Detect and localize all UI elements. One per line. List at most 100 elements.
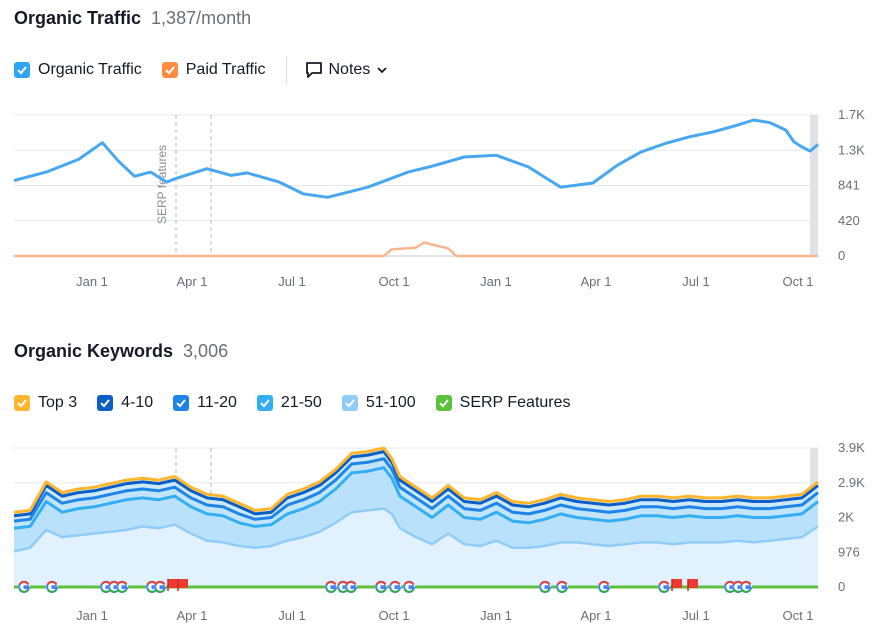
x-tick-label: Jan 1 <box>480 608 512 623</box>
x-tick-label: Jan 1 <box>76 608 108 623</box>
organic-traffic-chart[interactable]: 1.7K 1.3K 841 420 0 Jan 1 Apr 1 Jul 1 Oct 1 Jan 1… <box>0 0 881 300</box>
google-icon-glyph-red <box>740 581 752 586</box>
legend-organic-traffic[interactable]: Organic Traffic <box>14 61 142 79</box>
organic-keywords-section: Organic Keywords 3,006 Top 3 4-10 11-20 21-… <box>0 333 881 631</box>
google-icon[interactable] <box>345 580 358 593</box>
x-tick-label: Jul 1 <box>278 274 305 289</box>
legend-keywords-label: 11-20 <box>197 394 237 411</box>
checkbox-checked-icon[interactable] <box>173 395 190 411</box>
google-icon[interactable] <box>556 580 569 593</box>
traffic-legend: Organic Traffic Paid Traffic Notes <box>14 57 389 83</box>
note-icon <box>305 62 322 78</box>
organic-keywords-chart[interactable]: 3.9K 2.9K 2K 976 0 Jan 1 Apr 1 Jul 1 Oct 1 Jan 1 A… <box>0 333 881 631</box>
legend-keywords-label: 4-10 <box>121 394 154 411</box>
legend-keywords-label: SERP Features <box>459 394 571 411</box>
google-icon-glyph-green <box>403 588 415 593</box>
legend-keywords-2[interactable]: 11-20 <box>173 394 237 412</box>
x-tick-label: Jul 1 <box>682 608 709 623</box>
google-icon[interactable] <box>658 580 671 593</box>
legend-keywords-label: Top 3 <box>38 394 78 411</box>
legend-keywords-label: 21-50 <box>280 394 322 411</box>
organic-traffic-line <box>13 118 819 199</box>
legend-keywords-5[interactable]: SERP Features <box>435 394 571 412</box>
line-top-3 <box>13 446 819 514</box>
flag-icon[interactable] <box>177 579 188 591</box>
legend-keywords-label: 51-100 <box>365 394 416 411</box>
line-21-50 <box>13 466 819 530</box>
legend-keywords-1[interactable]: 4-10 <box>97 394 153 412</box>
x-tick-label: Apr 1 <box>176 274 207 289</box>
google-icon[interactable] <box>116 580 129 593</box>
google-icon[interactable] <box>18 580 31 593</box>
notes-label: Notes <box>328 61 371 78</box>
x-tick-label: Oct 1 <box>378 608 409 623</box>
traffic-subtitle: 1,387/month <box>151 8 252 28</box>
flag-icon-body <box>688 579 698 588</box>
google-icon-glyph-green <box>18 588 30 593</box>
legend-paid-traffic[interactable]: Paid Traffic <box>161 61 266 79</box>
google-icon[interactable] <box>154 580 167 593</box>
google-icon-glyph-red <box>539 581 551 586</box>
google-icon-glyph-green <box>375 588 387 593</box>
google-icon-glyph-green <box>325 588 337 593</box>
annotation-label: SERP features <box>155 145 169 224</box>
checkbox-checked-icon[interactable] <box>14 395 30 411</box>
traffic-title-row: Organic Traffic 1,387/month <box>14 8 251 29</box>
google-icon-glyph-green <box>658 588 670 593</box>
google-icon-glyph-green <box>598 588 610 593</box>
google-icon[interactable] <box>46 580 59 593</box>
keywords-legend: Top 3 4-10 11-20 21-50 51-100 SERP Features <box>14 391 591 415</box>
google-icon[interactable] <box>389 580 402 593</box>
checkbox-checked-icon[interactable] <box>97 395 114 411</box>
y-tick-label: 0 <box>838 579 845 594</box>
legend-keywords-4[interactable]: 51-100 <box>341 394 416 412</box>
y-tick-label: 1.7K <box>838 107 865 122</box>
google-icon[interactable] <box>325 580 338 593</box>
google-icon[interactable] <box>539 580 552 593</box>
checkbox-checked-icon[interactable] <box>161 62 178 78</box>
legend-organic-traffic-label: Organic Traffic <box>38 61 142 78</box>
checkbox-checked-icon[interactable] <box>256 395 273 411</box>
flag-icon-body <box>672 579 682 588</box>
flag-icon-body <box>178 579 188 588</box>
google-icon-glyph-red <box>658 581 670 586</box>
x-tick-label: Oct 1 <box>782 274 813 289</box>
legend-keywords-3[interactable]: 21-50 <box>256 394 322 412</box>
google-icon-glyph-red <box>46 581 58 586</box>
legend-keywords-0[interactable]: Top 3 <box>14 394 77 412</box>
google-icon[interactable] <box>375 580 388 593</box>
y-tick-label: 2.9K <box>838 475 865 490</box>
google-icon[interactable] <box>403 580 416 593</box>
google-icon-glyph-red <box>403 581 415 586</box>
google-icon-glyph-green <box>556 588 568 593</box>
flag-icon[interactable] <box>671 579 682 591</box>
scroll-edge[interactable] <box>810 115 818 256</box>
google-icon[interactable] <box>598 580 611 593</box>
checkbox-checked-icon[interactable] <box>341 395 358 411</box>
x-tick-label: Apr 1 <box>580 608 611 623</box>
google-icon-glyph-green <box>154 588 166 593</box>
checkbox-checked-icon[interactable] <box>14 62 30 78</box>
notes-dropdown[interactable]: Notes <box>305 61 389 79</box>
traffic-title: Organic Traffic <box>14 8 142 28</box>
area-51-100 <box>14 508 818 587</box>
line-4-10 <box>13 450 819 518</box>
checkbox-checked-icon[interactable] <box>435 395 452 411</box>
y-tick-label: 420 <box>838 213 860 228</box>
google-icon-glyph-green <box>46 588 58 593</box>
google-icon-glyph-red <box>154 581 166 586</box>
google-icon-glyph-green <box>116 588 128 593</box>
y-tick-label: 3.9K <box>838 440 865 455</box>
x-tick-label: Oct 1 <box>378 274 409 289</box>
x-tick-label: Apr 1 <box>580 274 611 289</box>
google-icon[interactable] <box>740 580 753 593</box>
legend-divider <box>285 57 287 83</box>
x-tick-label: Oct 1 <box>782 608 813 623</box>
flag-icon[interactable] <box>687 579 698 591</box>
line-11-20 <box>13 457 819 523</box>
google-icon-glyph-green <box>345 588 357 593</box>
google-icon-glyph-green <box>539 588 551 593</box>
flag-icon[interactable] <box>167 579 178 591</box>
google-icon-glyph-red <box>556 581 568 586</box>
organic-traffic-section: Organic Traffic 1,387/month Organic Traf… <box>0 0 881 300</box>
